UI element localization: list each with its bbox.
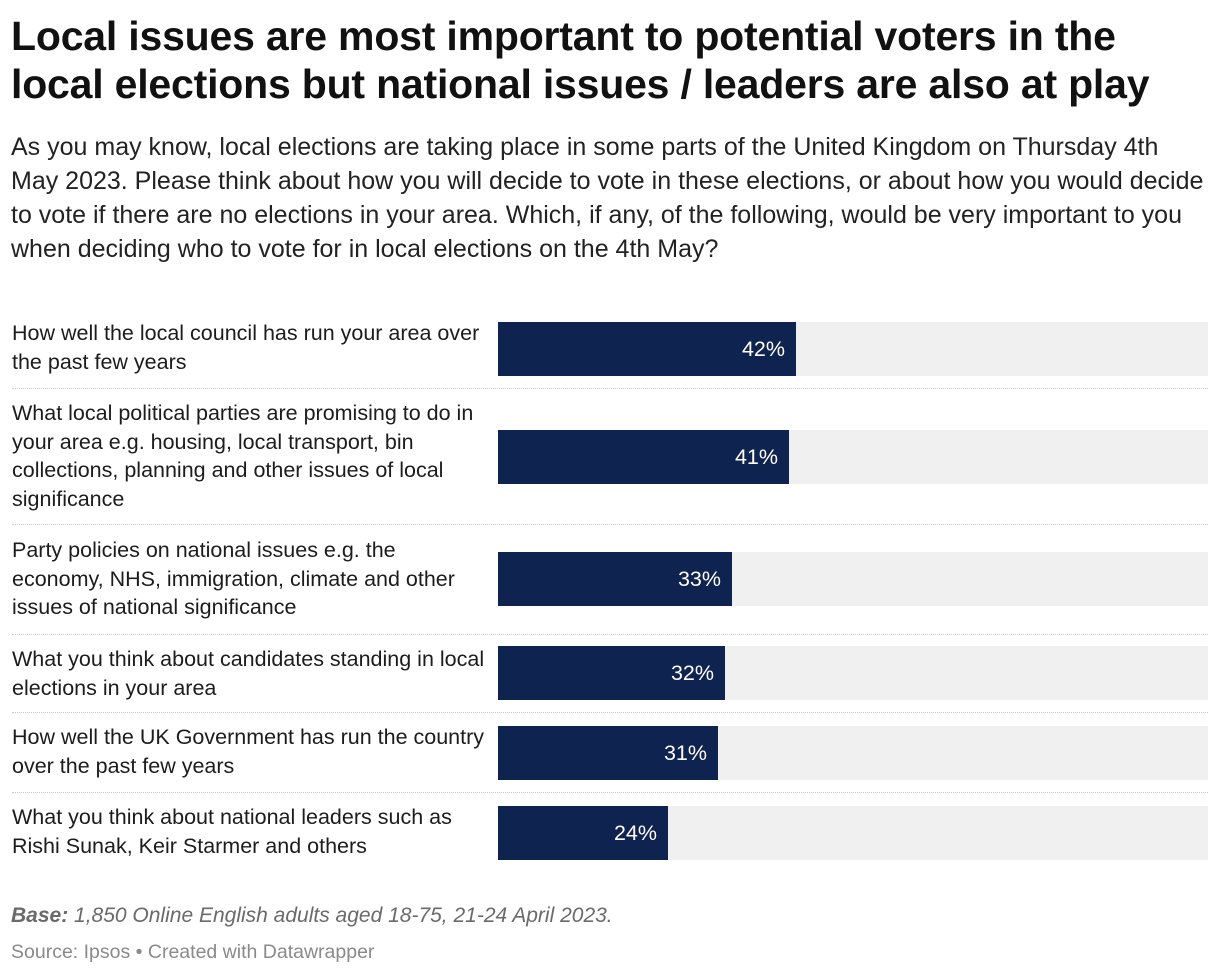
- bar-value-label: 31%: [663, 741, 707, 765]
- row-divider: [12, 634, 1208, 635]
- row-divider: [12, 792, 1208, 793]
- chart-subtitle: As you may know, local elections are tak…: [11, 133, 1204, 263]
- row-label: What you think about national leaders su…: [12, 805, 452, 858]
- chart-source: Source: Ipsos • Created with Datawrapper: [11, 941, 375, 963]
- row-label: Party policies on national issues e.g. t…: [12, 538, 455, 619]
- row-divider: [12, 524, 1208, 525]
- bar-track: 24%: [498, 806, 1208, 860]
- row-label: How well the local council has run your …: [12, 321, 480, 374]
- bar: [498, 322, 796, 376]
- row-label: What you think about candidates standing…: [12, 647, 485, 700]
- bar: [498, 806, 668, 860]
- bar: [498, 430, 789, 484]
- bar-track: 33%: [498, 552, 1208, 606]
- bar: [498, 726, 718, 780]
- bar-value-label: 42%: [741, 337, 785, 361]
- row-label: How well the UK Government has run the c…: [12, 725, 485, 778]
- bar-track: 41%: [498, 430, 1208, 484]
- bar-track: 42%: [498, 322, 1208, 376]
- bar-track: 32%: [498, 646, 1208, 700]
- chart-notes: Base: 1,850 Online English adults aged 1…: [11, 902, 613, 930]
- base-label: Base:: [11, 904, 69, 927]
- bar: [498, 646, 725, 700]
- bar-value-label: 33%: [677, 567, 721, 591]
- bar: [498, 552, 732, 606]
- bar-track: 31%: [498, 726, 1208, 780]
- bar-value-label: 32%: [670, 661, 714, 685]
- base-text: 1,850 Online English adults aged 18-75, …: [68, 904, 613, 927]
- bar-value-label: 24%: [613, 821, 657, 845]
- row-label: What local political parties are promisi…: [12, 401, 474, 511]
- chart-title: Local issues are most important to poten…: [11, 13, 1150, 107]
- row-divider: [12, 388, 1208, 389]
- bar-value-label: 41%: [734, 445, 778, 469]
- row-divider: [12, 712, 1208, 713]
